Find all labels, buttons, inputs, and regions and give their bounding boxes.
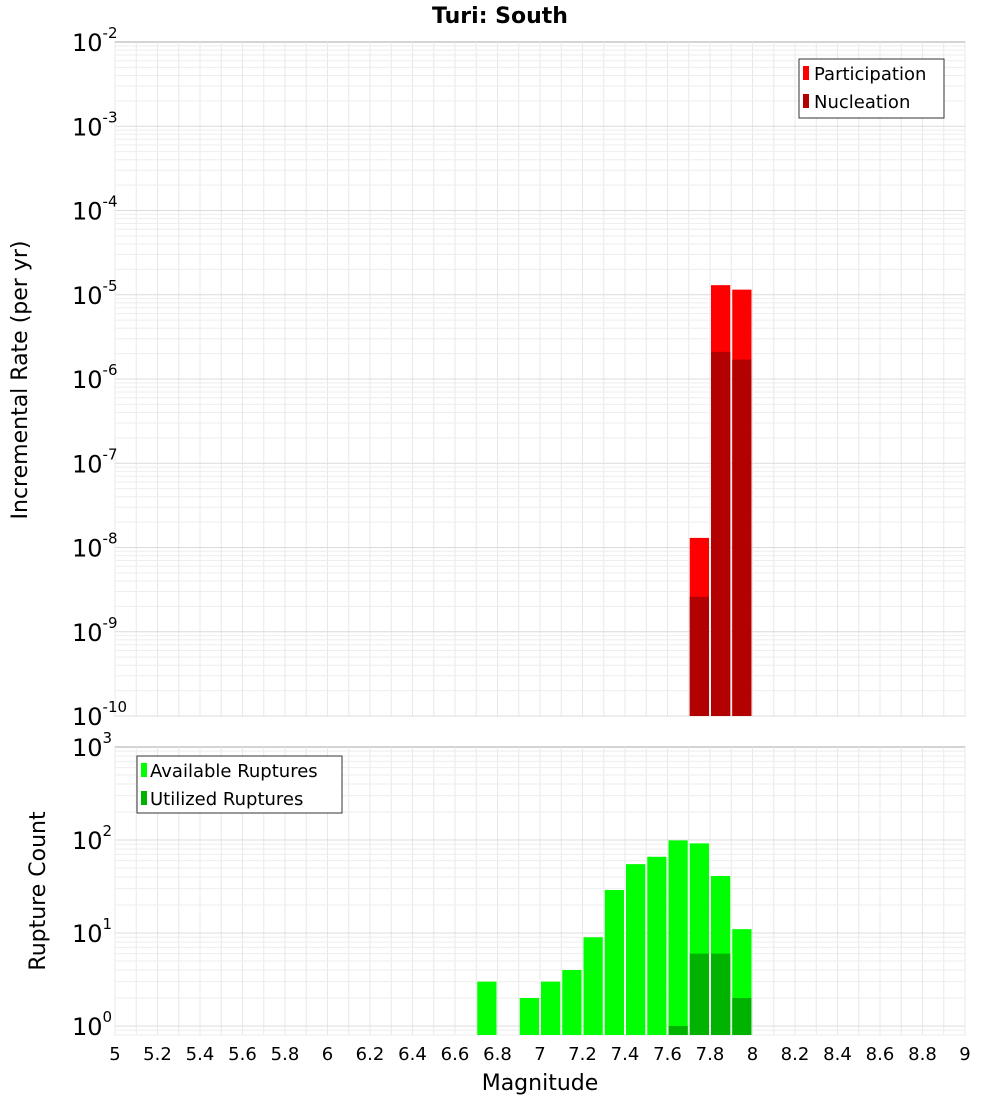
rupture-y-tick-label: 100 [72, 1008, 112, 1041]
rate-y-tick-label: 10-9 [72, 614, 118, 647]
x-tick-label: 8 [747, 1044, 758, 1065]
rate-gridlines [114, 42, 966, 717]
x-tick-label: 5.2 [143, 1044, 172, 1065]
available-bar [647, 856, 667, 1035]
x-tick-label: 7 [534, 1044, 545, 1065]
rate-y-tick-label: 10-2 [72, 24, 118, 57]
x-tick-label: 8.6 [866, 1044, 895, 1065]
utilized-bar [668, 1025, 688, 1035]
participation-legend-swatch [803, 66, 809, 80]
rate-y-ticks: 10-2 10-3 10-4 10-5 10-6 10-7 10-8 10-9 10-10 [72, 24, 127, 731]
rate-y-tick-label: 10-5 [72, 277, 118, 310]
rupture-count-panel: 103 102 101 100 Rupture Count Available Rup… [26, 729, 966, 1041]
x-tick-label: 5 [109, 1044, 120, 1065]
available-bar [477, 981, 497, 1035]
rate-y-tick-label: 10-10 [72, 698, 127, 731]
rupture-bars [477, 840, 752, 1035]
x-axis-label: Magnitude [482, 1071, 599, 1096]
rupture-legend-box [136, 755, 343, 814]
utilized-bar [711, 953, 731, 1035]
rate-bars [689, 285, 752, 716]
available-bar [583, 937, 603, 1035]
available-bar [519, 997, 539, 1035]
rupture-y-ticks: 103 102 101 100 [72, 729, 112, 1041]
available-legend-swatch [141, 763, 147, 777]
available-bar [541, 981, 561, 1035]
x-tick-label: 8.4 [823, 1044, 852, 1065]
x-tick-label: 5.6 [228, 1044, 257, 1065]
rate-y-tick-label: 10-8 [72, 530, 118, 563]
x-tick-label: 8.8 [908, 1044, 937, 1065]
x-tick-label: 6.8 [483, 1044, 512, 1065]
nucleation-legend-label: Nucleation [814, 92, 910, 113]
available-bar [604, 889, 624, 1035]
utilized-bar [732, 997, 752, 1035]
x-tick-label: 7.8 [696, 1044, 725, 1065]
rate-panel: 10-2 10-3 10-4 10-5 10-6 10-7 10-8 10-9 10-10 In… [8, 24, 966, 731]
x-tick-label: 7.2 [568, 1044, 597, 1065]
rate-y-tick-label: 10-4 [72, 193, 118, 226]
x-tick-label: 9 [959, 1044, 970, 1065]
x-axis-ticks: 5 5.2 5.4 5.6 5.8 6 6.2 6.4 6.6 6.8 7 7.2 7.4 7.6 7.8 8… [109, 1044, 970, 1065]
chart-title: Turi: South [432, 4, 568, 29]
utilized-legend-swatch [141, 791, 147, 805]
x-tick-label: 6.4 [398, 1044, 427, 1065]
rate-legend: Participation Nucleation [798, 58, 945, 119]
utilized-legend-label: Utilized Ruptures [150, 789, 303, 810]
rate-legend-box [798, 58, 945, 119]
x-tick-label: 8.2 [781, 1044, 810, 1065]
rate-y-tick-label: 10-6 [72, 361, 118, 394]
rate-y-tick-label: 10-3 [72, 108, 118, 141]
x-tick-label: 7.6 [653, 1044, 682, 1065]
rupture-y-tick-label: 101 [72, 915, 112, 948]
rupture-y-tick-label: 102 [72, 822, 112, 855]
rupture-legend: Available Ruptures Utilized Ruptures [136, 755, 343, 814]
x-tick-label: 6 [322, 1044, 333, 1065]
utilized-bar [689, 953, 709, 1035]
rupture-y-axis-label: Rupture Count [26, 811, 51, 971]
x-tick-label: 6.6 [441, 1044, 470, 1065]
nucleation-bar [689, 596, 709, 716]
rupture-y-tick-label: 103 [72, 729, 112, 762]
rate-y-axis-label: Incremental Rate (per yr) [8, 241, 33, 520]
x-tick-label: 5.4 [186, 1044, 215, 1065]
nucleation-bar [732, 359, 752, 716]
nucleation-bar [711, 351, 731, 716]
nucleation-legend-swatch [803, 94, 809, 108]
available-legend-label: Available Ruptures [150, 761, 318, 782]
available-bar [562, 969, 582, 1035]
x-tick-label: 5.8 [271, 1044, 300, 1065]
available-bar [626, 864, 646, 1035]
available-bar [668, 840, 688, 1035]
x-tick-label: 7.4 [611, 1044, 640, 1065]
participation-legend-label: Participation [814, 64, 926, 85]
x-tick-label: 6.2 [356, 1044, 385, 1065]
rate-y-tick-label: 10-7 [72, 445, 118, 478]
